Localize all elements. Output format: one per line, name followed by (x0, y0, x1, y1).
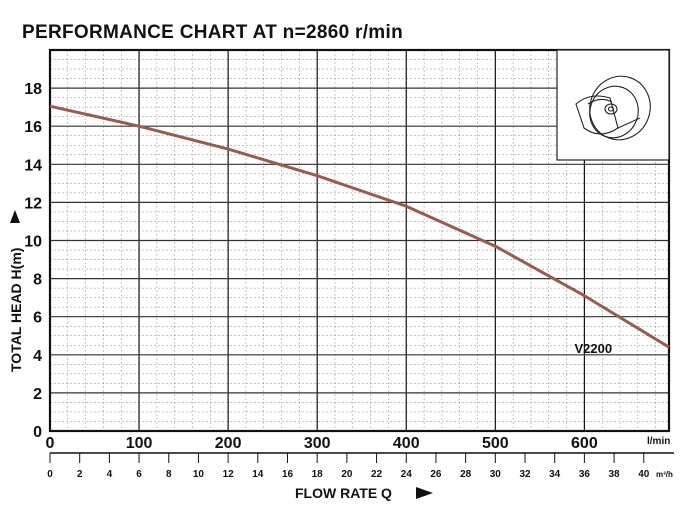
chart-title: PERFORMANCE CHART AT n=2860 r/min (22, 22, 403, 43)
x-tick-label: 200 (215, 435, 242, 452)
x2-tick-label: 12 (223, 469, 235, 480)
x2-tick-label: 8 (166, 469, 172, 480)
impeller-illustration (556, 49, 670, 161)
y-tick-label: 16 (24, 119, 42, 136)
y-tick-label: 6 (33, 310, 42, 327)
series-line-v2200 (49, 104, 670, 349)
x-axis-label: FLOW RATE Q (295, 485, 392, 501)
plot-frame (48, 48, 671, 433)
y-tick-label: 18 (24, 81, 42, 98)
y-tick-label: 2 (33, 386, 42, 403)
x2-tick-label: 16 (282, 469, 294, 480)
y-tick-label: 10 (24, 234, 42, 251)
x2-tick-label: 20 (341, 469, 353, 480)
x2-tick-label: 6 (136, 469, 142, 480)
x2-tick-label: 2 (77, 469, 83, 480)
x-axis-arrow-icon (416, 487, 433, 499)
y-tick-label: 8 (33, 272, 42, 289)
y-tick-label: 4 (33, 348, 42, 365)
y-axis-label: TOTAL HEAD H(m) (8, 248, 24, 372)
grid (48, 48, 671, 433)
x-unit-label: l/min (647, 436, 670, 447)
y-tick-label: 14 (24, 157, 42, 174)
y-axis-arrow-icon (10, 210, 20, 223)
x-tick-label: 0 (46, 435, 55, 452)
x2-unit-label: m³/h (656, 470, 673, 479)
x2-tick-label: 4 (107, 469, 113, 480)
x2-tick-label: 36 (579, 469, 591, 480)
x2-tick-label: 34 (549, 469, 561, 480)
x2-tick-label: 26 (430, 469, 442, 480)
x2-tick-label: 40 (638, 469, 650, 480)
y-tick-label: 0 (33, 424, 42, 441)
x2-tick-label: 22 (371, 469, 383, 480)
x2-tick-label: 32 (519, 469, 531, 480)
x-tick-label: 600 (571, 435, 598, 452)
x2-tick-label: 38 (609, 469, 621, 480)
x2-tick-label: 18 (312, 469, 324, 480)
x2-tick-label: 28 (460, 469, 472, 480)
x-tick-label: 400 (393, 435, 420, 452)
y-tick-label: 12 (24, 195, 42, 212)
x-tick-label: 100 (126, 435, 153, 452)
x2-tick-label: 14 (252, 469, 264, 480)
x-tick-label: 300 (304, 435, 331, 452)
x2-tick-label: 30 (490, 469, 502, 480)
series-label: V2200 (574, 341, 612, 356)
x-tick-label: 500 (482, 435, 509, 452)
x2-tick-label: 24 (401, 469, 413, 480)
x2-tick-label: 0 (47, 469, 53, 480)
x2-tick-label: 10 (193, 469, 205, 480)
